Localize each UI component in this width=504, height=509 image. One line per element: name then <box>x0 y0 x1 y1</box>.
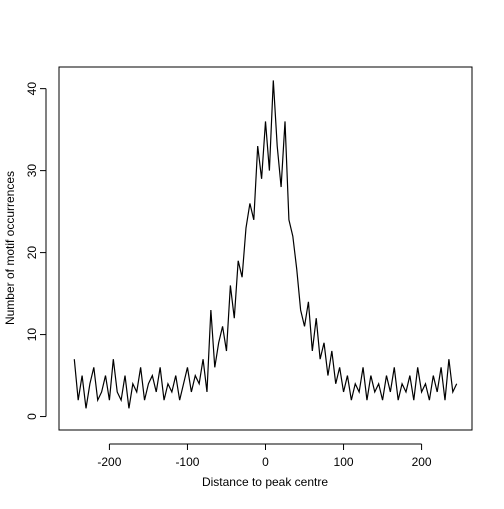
y-tick-label: 30 <box>25 164 39 178</box>
y-axis-label: Number of motif occurrences <box>3 171 17 325</box>
y-tick-label: 10 <box>25 328 39 342</box>
plot-box <box>58 66 473 431</box>
y-tick-label: 0 <box>25 413 39 420</box>
y-tick-label: 20 <box>25 246 39 260</box>
data-line <box>73 80 458 409</box>
x-tick-label: -200 <box>97 455 121 469</box>
x-tick-label: 200 <box>412 455 432 469</box>
x-tick-label: 100 <box>334 455 354 469</box>
y-tick-label: 40 <box>25 82 39 96</box>
x-tick-label: -100 <box>175 455 199 469</box>
x-tick-label: 0 <box>262 455 269 469</box>
x-axis-label: Distance to peak centre <box>202 475 328 489</box>
